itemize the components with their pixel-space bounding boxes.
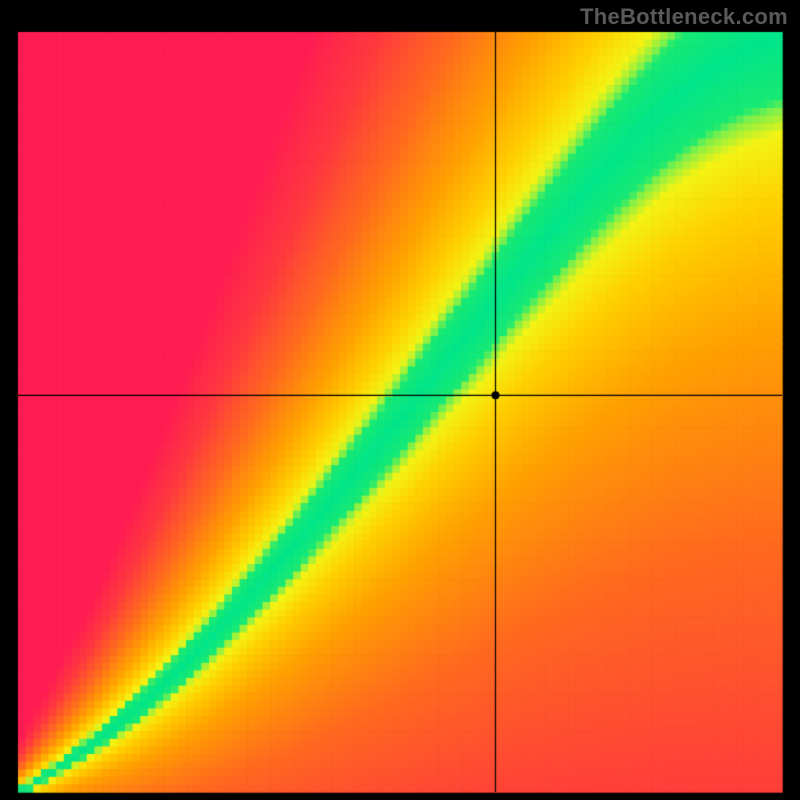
bottleneck-heatmap xyxy=(0,0,800,800)
watermark-text: TheBottleneck.com xyxy=(580,4,788,30)
